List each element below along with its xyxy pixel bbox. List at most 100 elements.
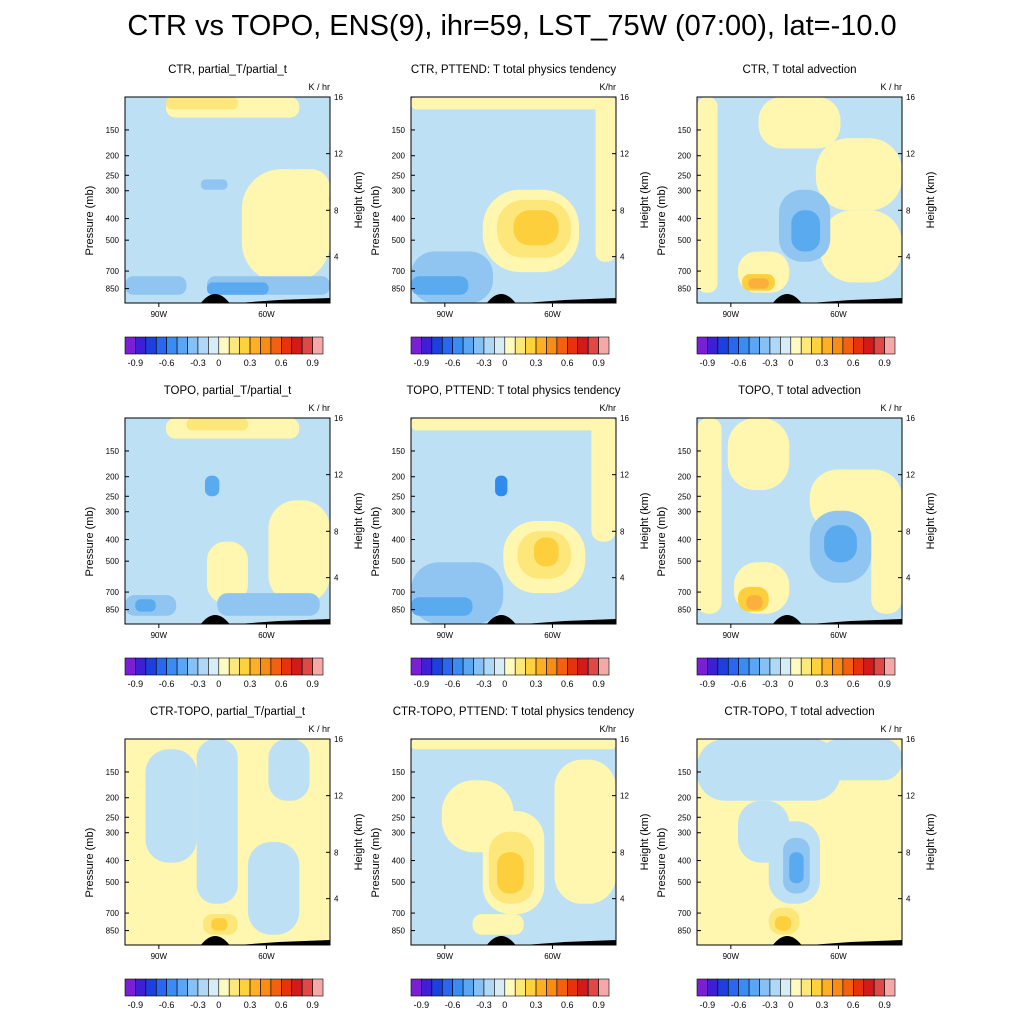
pressure-tick-label: 850	[106, 285, 120, 294]
x-tick-label: 60W	[544, 310, 561, 319]
x-tick-label: 60W	[830, 310, 847, 319]
shaded-region	[758, 97, 841, 149]
colorbar-swatch	[780, 978, 792, 997]
colorbar-swatch	[431, 336, 443, 355]
shaded-region	[411, 418, 616, 431]
pressure-tick-label: 200	[106, 473, 120, 482]
shaded-region	[166, 97, 238, 110]
colorbar-swatch	[249, 336, 261, 355]
colorbar-swatch	[208, 657, 220, 676]
shaded-region	[207, 541, 248, 604]
units-label: K/hr	[599, 724, 616, 734]
pressure-tick-label: 150	[106, 126, 120, 135]
colorbar-swatch	[145, 336, 157, 355]
colorbar-swatch	[727, 336, 739, 355]
colorbar-swatch	[135, 978, 147, 997]
pressure-tick-label: 500	[392, 878, 406, 887]
colorbar-swatch	[587, 336, 599, 355]
colorbar-swatch	[811, 657, 823, 676]
terrain-ground	[237, 298, 330, 303]
colorbar-swatch	[421, 978, 433, 997]
pressure-axis-label: Pressure (mb)	[370, 186, 382, 256]
terrain-mountain	[772, 615, 802, 624]
pressure-tick-label: 150	[678, 126, 692, 135]
colorbar-swatch	[197, 657, 209, 676]
colorbar-label: -0.6	[445, 1000, 461, 1010]
height-axis-label: Height (km)	[353, 493, 365, 550]
plot-frame	[696, 96, 903, 304]
colorbar-swatch	[312, 657, 324, 676]
shaded-region	[278, 169, 330, 211]
panel-title: CTR, PTTEND: T total physics tendency	[411, 64, 617, 76]
colorbar-swatch	[312, 336, 324, 355]
pressure-tick-label: 700	[392, 909, 406, 918]
panel: CTR-TOPO, PTTEND: T total physics tenden…	[370, 706, 651, 1010]
shaded-region	[697, 97, 718, 293]
shaded-region	[791, 210, 820, 252]
pressure-tick-label: 700	[392, 588, 406, 597]
pressure-tick-label: 200	[106, 794, 120, 803]
height-axis-label: Height (km)	[925, 814, 937, 871]
colorbar-swatch	[176, 657, 188, 676]
terrain-ground	[809, 298, 902, 303]
colorbar-swatch	[769, 978, 781, 997]
colorbar-label: -0.9	[128, 358, 144, 368]
colorbar-label: -0.6	[445, 358, 461, 368]
colorbar-swatch	[800, 336, 812, 355]
pressure-tick-label: 250	[678, 813, 692, 822]
colorbar-swatch	[748, 336, 760, 355]
colorbar-label: 0	[502, 1000, 507, 1010]
terrain-mountain	[486, 936, 516, 945]
pressure-tick-label: 150	[392, 447, 406, 456]
colorbar-label: 0	[788, 358, 793, 368]
colorbar-label: -0.3	[476, 358, 492, 368]
units-label: K / hr	[308, 724, 330, 734]
pressure-tick-label: 400	[106, 215, 120, 224]
colorbar-swatch	[473, 336, 485, 355]
colorbar-swatch	[421, 336, 433, 355]
colorbar-label: -0.6	[445, 679, 461, 689]
colorbar-swatch	[546, 978, 558, 997]
pressure-tick-label: 850	[678, 285, 692, 294]
colorbar-swatch	[124, 336, 136, 355]
shaded-region	[534, 537, 559, 567]
colorbar-swatch	[717, 978, 729, 997]
pressure-tick-label: 300	[392, 508, 406, 517]
colorbar-swatch	[441, 657, 453, 676]
pressure-tick-label: 400	[392, 857, 406, 866]
shaded-region	[207, 282, 269, 295]
pressure-tick-label: 250	[106, 492, 120, 501]
colorbar-label: 0	[216, 679, 221, 689]
colorbar-swatch	[587, 657, 599, 676]
colorbar-label: 0.6	[847, 358, 860, 368]
colorbar-swatch	[312, 978, 324, 997]
x-tick-label: 60W	[258, 631, 275, 640]
height-tick-label: 12	[334, 792, 343, 801]
colorbar-label: 0	[502, 358, 507, 368]
colorbar-swatch	[228, 978, 240, 997]
pressure-tick-label: 200	[392, 794, 406, 803]
colorbar-swatch	[504, 336, 516, 355]
colorbar-swatch	[790, 978, 802, 997]
pressure-tick-label: 500	[106, 557, 120, 566]
colorbar-swatch	[473, 657, 485, 676]
height-tick-label: 12	[620, 471, 629, 480]
pressure-tick-label: 300	[106, 508, 120, 517]
shaded-region	[513, 210, 559, 246]
colorbar-swatch	[863, 978, 875, 997]
colorbar-label: 0.3	[816, 358, 829, 368]
colorbar-swatch	[738, 978, 750, 997]
colorbar-label: 0.6	[561, 679, 574, 689]
shaded-region	[411, 97, 616, 110]
colorbar-swatch	[239, 657, 251, 676]
pressure-tick-label: 250	[392, 492, 406, 501]
height-axis-label: Height (km)	[639, 172, 651, 229]
panel: CTR-TOPO, partial_T/partial_tK / hr 150 20…	[84, 706, 365, 1010]
colorbar-swatch	[535, 657, 547, 676]
shaded-region	[200, 179, 228, 190]
terrain-mountain	[486, 294, 516, 303]
colorbar-swatch	[821, 336, 833, 355]
colorbar-swatch	[598, 978, 610, 997]
colorbar-swatch	[769, 657, 781, 676]
colorbar-swatch	[556, 336, 568, 355]
